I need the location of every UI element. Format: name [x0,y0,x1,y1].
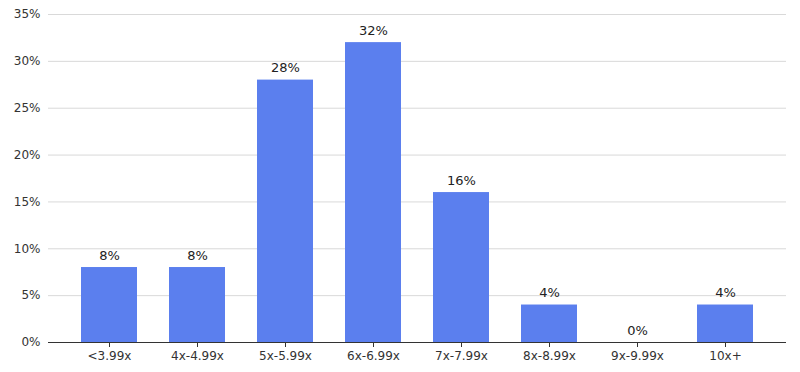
svg-text:7x-7.99x: 7x-7.99x [435,349,488,363]
svg-text:30%: 30% [14,54,41,68]
svg-text:4x-4.99x: 4x-4.99x [171,349,224,363]
svg-text:4%: 4% [715,285,736,300]
svg-text:<3.99x: <3.99x [88,349,132,363]
svg-text:35%: 35% [14,7,41,21]
svg-text:9x-9.99x: 9x-9.99x [611,349,664,363]
svg-text:32%: 32% [359,23,388,38]
svg-text:28%: 28% [271,60,300,75]
svg-text:0%: 0% [627,323,648,338]
svg-text:6x-6.99x: 6x-6.99x [347,349,400,363]
svg-text:16%: 16% [447,173,476,188]
svg-text:8x-8.99x: 8x-8.99x [523,349,576,363]
svg-text:5x-5.99x: 5x-5.99x [259,349,312,363]
svg-text:15%: 15% [14,195,41,209]
svg-text:8%: 8% [187,248,208,263]
svg-text:20%: 20% [14,148,41,162]
svg-text:0%: 0% [21,335,40,349]
svg-text:10%: 10% [14,242,41,256]
svg-text:8%: 8% [99,248,120,263]
svg-text:25%: 25% [14,101,41,115]
svg-text:4%: 4% [539,285,560,300]
svg-text:5%: 5% [21,288,40,302]
svg-text:10x+: 10x+ [709,349,741,363]
